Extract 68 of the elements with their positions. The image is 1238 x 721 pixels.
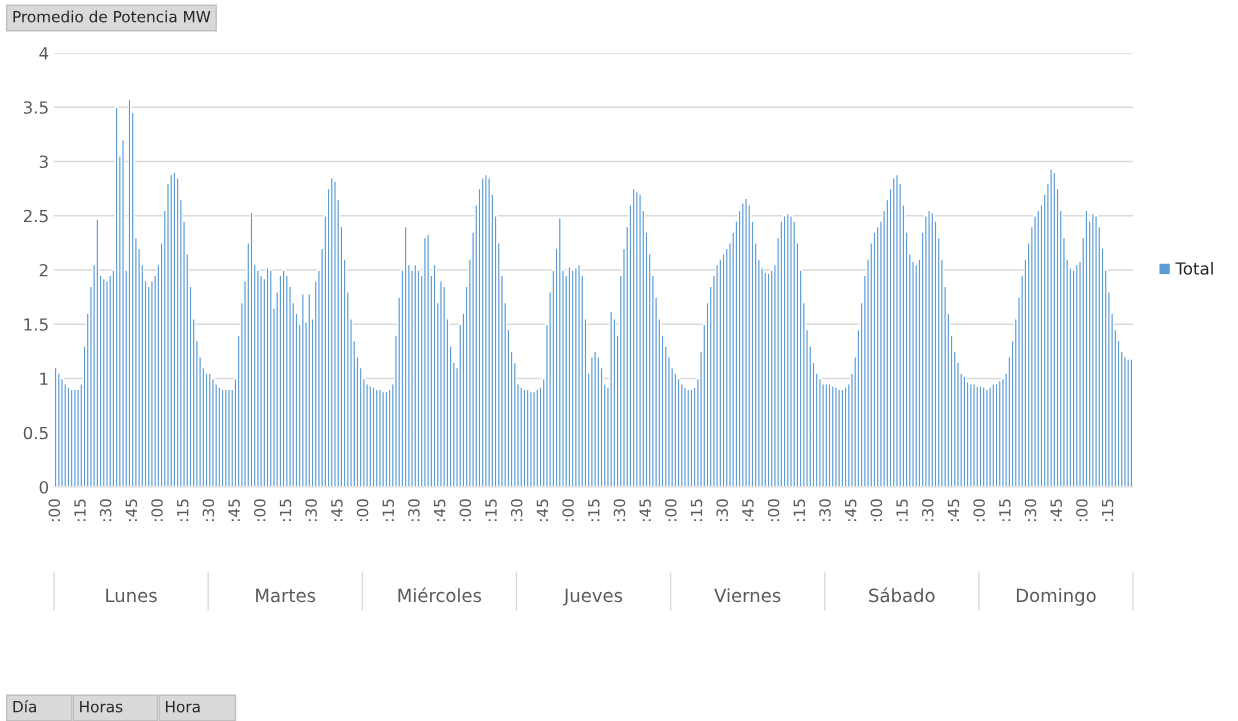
bar bbox=[127, 98, 132, 487]
x-tick-label: :15 bbox=[485, 499, 497, 521]
x-tick-label: :15 bbox=[999, 499, 1011, 521]
x-tick-label: :30 bbox=[921, 499, 934, 521]
y-tick-label: 1.5 bbox=[24, 318, 48, 331]
legend-label: Total bbox=[1175, 261, 1213, 275]
x-tick-label: :30 bbox=[305, 499, 317, 521]
x-tick-label: :30 bbox=[202, 499, 215, 521]
x-tick-label: :45 bbox=[947, 499, 960, 521]
x-tick-label: :30 bbox=[819, 499, 831, 521]
y-tick-label: 1 bbox=[40, 372, 48, 385]
x-tick-label: :00 bbox=[151, 499, 163, 521]
text: Hora bbox=[166, 701, 200, 713]
y-tick-label: 3.5 bbox=[23, 101, 48, 114]
text: Viernes bbox=[714, 588, 781, 603]
x-tick-label: :30 bbox=[99, 499, 112, 521]
text: Día bbox=[13, 700, 36, 713]
bar bbox=[413, 263, 418, 487]
x-tick-label: :15 bbox=[690, 499, 703, 521]
x-tick-label: :00 bbox=[254, 499, 266, 521]
y-tick-label: 0 bbox=[39, 480, 49, 494]
x-tick-label: :45 bbox=[639, 499, 651, 521]
text: Miércoles bbox=[398, 587, 482, 603]
x-tick-label: :45 bbox=[536, 499, 549, 521]
x-tick-label: :00 bbox=[767, 499, 780, 521]
text: Sábado bbox=[869, 587, 935, 603]
x-tick-label: :30 bbox=[408, 499, 420, 521]
x-tick-label: :30 bbox=[613, 499, 626, 521]
x-tick-label: :45 bbox=[1050, 499, 1062, 521]
x-tick-label: :15 bbox=[1101, 499, 1114, 521]
y-tick-label: 2 bbox=[39, 263, 48, 277]
x-tick-label: :00 bbox=[562, 499, 574, 521]
text: Lunes bbox=[106, 588, 157, 603]
x-tick-label: :00 bbox=[1076, 499, 1088, 521]
text: Martes bbox=[256, 588, 316, 603]
y-tick-label: 0.5 bbox=[23, 426, 48, 440]
y-tick-label: 3 bbox=[39, 155, 48, 169]
x-tick-label: :30 bbox=[716, 499, 728, 521]
x-tick-label: :00 bbox=[870, 499, 883, 521]
x-tick-label: :15 bbox=[279, 499, 292, 521]
text: Jueves bbox=[563, 588, 623, 606]
x-tick-label: :00 bbox=[48, 499, 61, 521]
x-tick-label: :15 bbox=[588, 499, 600, 521]
x-tick-label: :15 bbox=[793, 499, 806, 521]
x-tick-label: :45 bbox=[331, 499, 343, 521]
bar bbox=[307, 293, 312, 487]
x-tick-label: :15 bbox=[382, 499, 395, 521]
x-tick-label: :15 bbox=[896, 499, 908, 521]
text: Domingo bbox=[1016, 588, 1096, 606]
x-tick-label: :45 bbox=[228, 499, 240, 521]
x-tick-label: :45 bbox=[125, 499, 138, 521]
x-tick-label: :00 bbox=[665, 499, 677, 521]
x-tick-label: :45 bbox=[742, 499, 754, 521]
x-tick-label: :00 bbox=[459, 499, 472, 521]
text: Horas bbox=[80, 701, 123, 713]
x-tick-label: :30 bbox=[510, 499, 523, 521]
bar bbox=[1084, 209, 1089, 487]
x-tick-label: :15 bbox=[177, 499, 189, 521]
x-tick-label: :45 bbox=[845, 499, 857, 521]
x-tick-label: :45 bbox=[434, 499, 446, 521]
x-tick-label: :00 bbox=[973, 499, 985, 521]
x-tick-label: :00 bbox=[356, 499, 369, 521]
y-tick-label: 4 bbox=[39, 47, 49, 60]
chart-title: Promedio de Potencia MW bbox=[13, 10, 211, 23]
bar bbox=[95, 218, 100, 487]
y-tick-label: 2.5 bbox=[23, 209, 48, 223]
x-tick-label: :30 bbox=[1024, 499, 1037, 521]
x-tick-label: :15 bbox=[74, 499, 86, 521]
